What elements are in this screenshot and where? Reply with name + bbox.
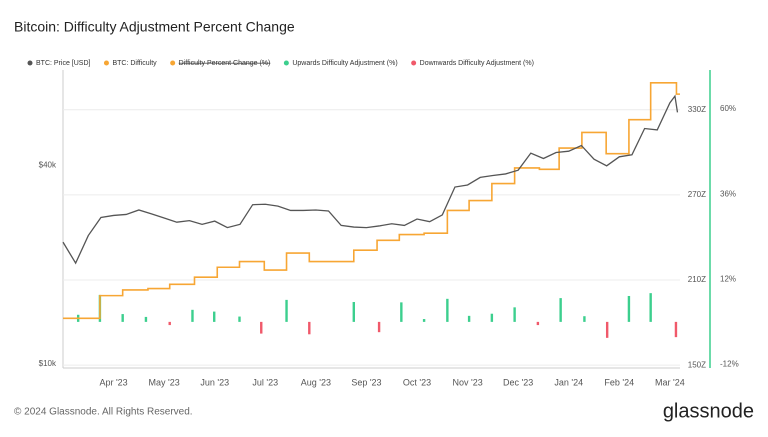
legend-label: BTC: Difficulty [112, 60, 157, 67]
footer: © 2024 Glassnode. All Rights Reserved. [14, 407, 193, 418]
x-tick-label: Nov '23 [452, 377, 482, 387]
adjustment-bar [352, 302, 355, 322]
x-tick-label: Oct '23 [403, 377, 431, 387]
x-tick-label: Feb '24 [604, 377, 634, 387]
legend-marker [283, 60, 289, 66]
adjustment-bar [308, 321, 311, 335]
adjustment-bar [490, 313, 494, 322]
legend-marker [411, 60, 417, 66]
legend-label: Upwards Difficulty Adjustment (%) [292, 60, 397, 67]
adjustment-bar [191, 309, 194, 322]
y3-tick-label: 60% [720, 104, 736, 113]
y3-tick-label: 12% [720, 274, 736, 283]
adjustment-bar [605, 321, 609, 338]
adjustment-bar [285, 299, 288, 322]
adjustment-bar [536, 321, 540, 326]
y-tick-label: $40k [39, 161, 57, 170]
brand-logo: glassnode [663, 400, 754, 422]
adjustment-bar [559, 298, 562, 322]
x-tick-label: Mar '24 [655, 377, 685, 387]
adjustment-bar [238, 316, 241, 322]
price-line [62, 94, 679, 265]
adjustment-bar [583, 316, 586, 322]
adjustment-bar [422, 319, 426, 322]
y3-tick-label: -12% [720, 360, 739, 369]
x-tick-label: Sep '23 [351, 377, 381, 387]
y3-tick-label: 36% [720, 189, 736, 198]
legend-marker [27, 60, 33, 66]
x-tick-label: May '23 [149, 377, 180, 387]
y2-tick-label: 150Z [688, 360, 706, 369]
y-tick-label: $10k [39, 359, 57, 368]
legend-label: Downwards Difficulty Adjustment (%) [420, 60, 534, 67]
legend-label: Difficulty Percent Change (%) [179, 60, 271, 67]
adjustment-bar [144, 316, 148, 322]
legend-label: BTC: Price [USD] [36, 60, 91, 67]
chart-title: Bitcoin: Difficulty Adjustment Percent C… [14, 19, 295, 35]
x-tick-label: Jan '24 [554, 377, 583, 387]
y2-tick-label: 270Z [688, 190, 706, 199]
x-tick-label: Jun '23 [200, 377, 229, 387]
x-tick-label: Jul '23 [252, 377, 278, 387]
adjustment-bar [513, 307, 516, 322]
adjustment-bar [627, 295, 631, 322]
adjustment-bar [377, 321, 381, 333]
adjustment-bar [213, 311, 216, 322]
adjustment-bar [400, 302, 403, 322]
adjustment-bar [649, 293, 652, 322]
y2-tick-label: 210Z [688, 275, 706, 284]
y2-tick-label: 330Z [688, 105, 706, 114]
adjustment-bar [121, 314, 124, 322]
legend-marker [170, 60, 176, 66]
x-tick-label: Dec '23 [503, 377, 533, 387]
adjustment-bar [674, 321, 678, 338]
adjustment-bar [467, 315, 471, 322]
adjustment-bar [446, 298, 449, 322]
difficulty-line [63, 81, 680, 320]
x-tick-label: Apr '23 [99, 377, 127, 387]
x-tick-label: Aug '23 [301, 377, 331, 387]
adjustment-bar [260, 321, 263, 334]
adjustment-bar [168, 321, 171, 326]
legend-marker [103, 60, 109, 66]
